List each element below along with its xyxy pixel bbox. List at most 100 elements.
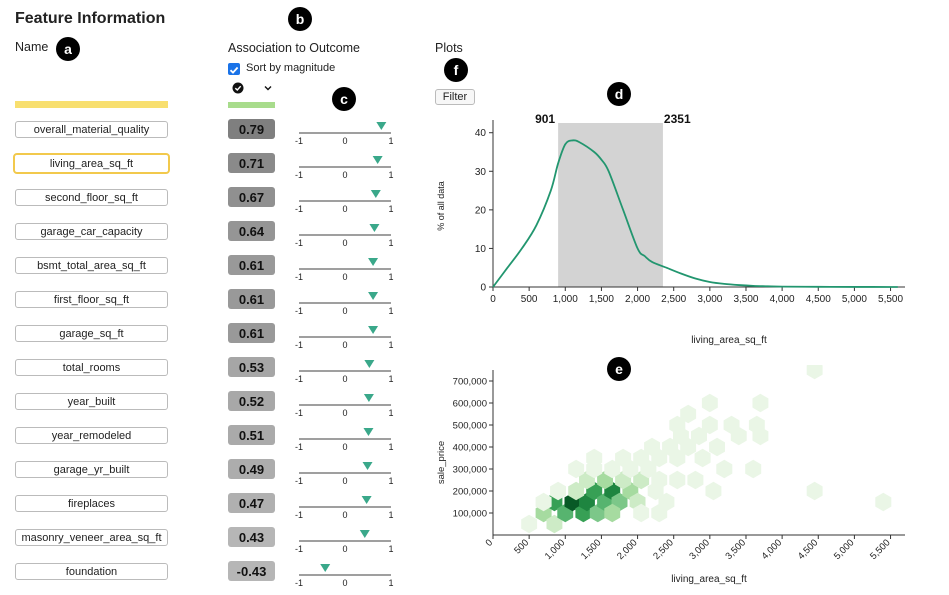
x-tick-label: 1,500 [589, 294, 614, 305]
slider-tick-label: 1 [388, 476, 393, 486]
slider-tick-label: 1 [388, 544, 393, 554]
filter-button[interactable]: Filter [435, 89, 475, 105]
hexbin-cell [687, 470, 704, 490]
association-value: 0.64 [228, 221, 275, 241]
slider-tick-label: -1 [295, 374, 303, 384]
association-slider: -1 0 1 [295, 292, 394, 316]
hexbin-cell [633, 448, 650, 468]
feature-button[interactable]: year_remodeled [15, 427, 168, 444]
slider-tick-label: -1 [295, 306, 303, 316]
name-highlight-bar [15, 101, 168, 108]
hexbin-cell [604, 459, 621, 479]
slider-marker [363, 428, 374, 436]
association-value: 0.61 [228, 289, 275, 309]
chevron-down-icon [264, 86, 272, 91]
slider-tick-label: 1 [388, 170, 393, 180]
feature-button[interactable]: total_rooms [15, 359, 168, 376]
feature-button[interactable]: garage_yr_built [15, 461, 168, 478]
y-tick-label: 700,000 [453, 377, 487, 388]
hexbin-cell [806, 481, 823, 501]
slider-tick-label: 0 [342, 374, 347, 384]
association-value: 0.51 [228, 425, 275, 445]
hexbin-cell [680, 404, 697, 424]
hexbin-cell [716, 459, 733, 479]
slider-tick-label: 1 [388, 340, 393, 350]
slider-marker [376, 122, 387, 130]
x-tick-label: 4,500 [806, 294, 831, 305]
slider-tick-label: -1 [295, 238, 303, 248]
y-tick-label: 10 [475, 244, 487, 255]
hexbin-cell [669, 415, 686, 435]
x-tick-label: 5,500 [868, 537, 893, 562]
hexbin-cell [701, 393, 718, 413]
slider-marker [368, 292, 379, 300]
slider-tick-label: 0 [342, 204, 347, 214]
feature-button[interactable]: garage_car_capacity [15, 223, 168, 240]
slider-tick-label: 0 [342, 170, 347, 180]
hexbin-cell [535, 492, 552, 512]
association-slider: -1 0 1 [295, 530, 394, 554]
feature-button[interactable]: foundation [15, 563, 168, 580]
hexbin-cell [633, 503, 650, 523]
hexbin-cell [546, 514, 563, 534]
feature-button[interactable]: year_built [15, 393, 168, 410]
association-slider: -1 0 1 [295, 496, 394, 520]
slider-tick-label: -1 [295, 408, 303, 418]
sort-checkbox[interactable] [228, 63, 240, 75]
feature-button[interactable]: fireplaces [15, 495, 168, 512]
hexbin-cell [752, 426, 769, 446]
slider-tick-label: -1 [295, 510, 303, 520]
feature-button[interactable]: overall_material_quality [15, 121, 168, 138]
feature-button[interactable]: bsmt_total_area_sq_ft [15, 257, 168, 274]
hexbin-cell [662, 437, 679, 457]
y-axis-label: sale_price [436, 441, 447, 484]
y-axis-label: % of all data [436, 181, 446, 231]
association-value: 0.67 [228, 187, 275, 207]
hexbin-chart[interactable]: 100,000 200,000 300,000 400,000 500,000 600,0… [430, 365, 930, 595]
slider-tick-label: 0 [342, 238, 347, 248]
association-value: -0.43 [228, 561, 275, 581]
slider-tick-label: 0 [342, 578, 347, 588]
association-value: 0.61 [228, 255, 275, 275]
feature-button[interactable]: living_area_sq_ft [13, 153, 170, 174]
annotation-badge-b: b [288, 7, 312, 31]
density-line [492, 139, 898, 288]
checkmark-icon [229, 66, 239, 74]
y-tick-label: 200,000 [453, 487, 487, 498]
sort-checkbox-label[interactable]: Sort by magnitude [246, 62, 336, 74]
feature-button[interactable]: second_floor_sq_ft [15, 189, 168, 206]
slider-tick-label: 1 [388, 442, 393, 452]
brush-min-label: 901 [535, 112, 555, 126]
slider-marker [320, 564, 331, 572]
density-chart[interactable]: 901 2351 0 10 20 30 40 0 500 1,000 1,500 2,000 2,500… [430, 105, 930, 355]
slider-tick-label: 1 [388, 510, 393, 520]
association-slider: -1 0 1 [295, 564, 394, 588]
x-tick-label: 2,500 [661, 294, 686, 305]
slider-tick-label: 0 [342, 442, 347, 452]
association-slider: -1 0 1 [295, 224, 394, 248]
slider-marker [362, 462, 373, 470]
x-tick-label: 4,000 [770, 294, 795, 305]
association-slider: -1 0 1 [295, 394, 394, 418]
hexbin-cell [701, 415, 718, 435]
slider-tick-label: 1 [388, 238, 393, 248]
sort-direction-dropdown[interactable] [231, 81, 275, 97]
y-tick-label: 100,000 [453, 509, 487, 520]
slider-tick-label: -1 [295, 544, 303, 554]
association-highlight-bar [228, 102, 275, 108]
feature-button[interactable]: masonry_veneer_area_sq_ft [15, 529, 168, 546]
hexbin-cell [669, 470, 686, 490]
plots-column-header: Plots [435, 41, 463, 55]
association-slider: -1 0 1 [295, 360, 394, 384]
association-slider: -1 0 1 [295, 122, 394, 146]
slider-marker [361, 496, 372, 504]
slider-tick-label: 0 [342, 476, 347, 486]
brush-selection[interactable] [558, 123, 663, 287]
slider-tick-label: -1 [295, 170, 303, 180]
slider-marker [364, 360, 375, 368]
feature-button[interactable]: garage_sq_ft [15, 325, 168, 342]
annotation-badge-a: a [56, 37, 80, 61]
feature-button[interactable]: first_floor_sq_ft [15, 291, 168, 308]
slider-marker [372, 156, 383, 164]
slider-marker [370, 190, 381, 198]
